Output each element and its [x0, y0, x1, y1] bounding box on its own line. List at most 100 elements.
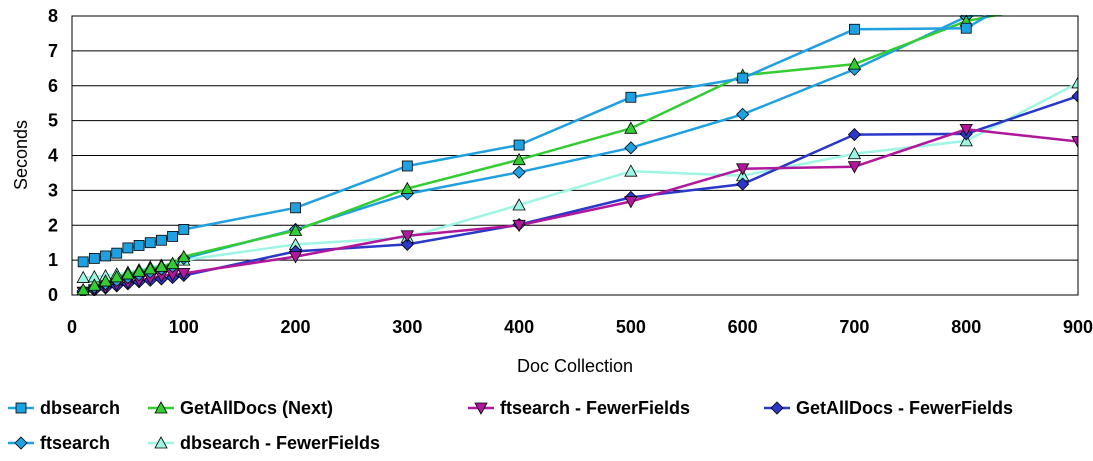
- y-tick-label: 3: [48, 180, 58, 200]
- data-point-getalldocs-next: [143, 262, 157, 275]
- legend: dbsearch GetAllDocs (Next) ftsearch - Fewe…: [8, 398, 1013, 453]
- data-point-dbsearch: [290, 202, 301, 214]
- data-point-dbsearch-fewerfields: [1071, 76, 1078, 89]
- legend-label: GetAllDocs (Next): [180, 398, 333, 418]
- data-point-ftsearch-fewerfields: [177, 267, 191, 281]
- x-axis-label: Doc Collection: [517, 356, 633, 376]
- series-line-dbsearch-fewerfields: [83, 81, 1078, 279]
- data-point-dbsearch: [625, 91, 637, 103]
- data-point-getalldocs-next: [154, 259, 169, 272]
- data-point-getalldocs-next: [512, 152, 526, 166]
- data-point-getalldocs-fewerfields: [1071, 89, 1078, 103]
- series-markers: [76, 15, 1078, 296]
- data-point-dbsearch: [849, 23, 860, 35]
- y-tick-label: 2: [48, 215, 58, 235]
- data-point-ftsearch-fewerfields: [735, 163, 750, 176]
- data-point-ftsearch-fewerfields: [512, 219, 526, 233]
- data-point-dbsearch: [513, 139, 525, 151]
- legend-label: ftsearch - FewerFields: [500, 398, 690, 418]
- data-point-ftsearch: [624, 141, 638, 155]
- y-tick-label: 4: [48, 146, 58, 166]
- data-point-dbsearch: [122, 242, 134, 254]
- x-tick-label: 400: [504, 317, 534, 337]
- data-point-dbsearch: [737, 72, 749, 84]
- x-tick-label: 300: [392, 317, 422, 337]
- legend-marker: [15, 402, 27, 414]
- series-lines: [82, 15, 1078, 294]
- legend-item-dbsearch-fewerfields: dbsearch - FewerFields: [148, 433, 380, 453]
- data-point-dbsearch: [77, 256, 89, 268]
- legend-label: ftsearch: [40, 433, 110, 453]
- data-point-dbsearch: [960, 22, 972, 34]
- data-point-dbsearch: [88, 252, 100, 264]
- data-point-ftsearch-fewerfields: [288, 251, 303, 264]
- plot-area: [71, 15, 1079, 296]
- data-point-ftsearch-fewerfields: [400, 230, 415, 243]
- data-point-getalldocs-next: [87, 278, 102, 291]
- data-point-dbsearch: [111, 247, 123, 259]
- x-tick-label: 200: [281, 317, 311, 337]
- y-tick-label: 7: [48, 41, 58, 61]
- legend-item-ftsearch-fewerfields: ftsearch - FewerFields: [468, 398, 690, 418]
- series-line-dbsearch: [82, 15, 992, 264]
- series-line-getalldocs-fewerfields: [82, 95, 1078, 294]
- legend-label: dbsearch - FewerFields: [180, 433, 380, 453]
- data-point-ftsearch-fewerfields: [1071, 136, 1078, 149]
- data-point-getalldocs-next: [98, 274, 113, 287]
- gridlines: [72, 50, 1078, 261]
- y-tick-labels: 0 1 2 3 4 5 6 7 8: [48, 6, 58, 305]
- x-tick-label: 700: [839, 317, 869, 337]
- data-point-dbsearch: [156, 234, 167, 246]
- legend-marker: [474, 402, 488, 415]
- data-point-getalldocs-next: [624, 121, 638, 134]
- legend-marker: [154, 436, 168, 449]
- data-point-dbsearch: [144, 237, 156, 249]
- legend-item-ftsearch: ftsearch: [8, 433, 110, 453]
- data-point-getalldocs-next: [110, 270, 124, 283]
- legend-label: GetAllDocs - FewerFields: [796, 398, 1013, 418]
- legend-marker: [154, 401, 168, 414]
- legend-marker: [770, 401, 784, 415]
- y-tick-label: 0: [48, 285, 58, 305]
- data-point-dbsearch: [167, 231, 179, 242]
- data-point-ftsearch-fewerfields: [847, 161, 862, 174]
- legend-item-dbsearch: dbsearch: [8, 398, 120, 418]
- data-point-ftsearch-fewerfields: [959, 123, 973, 137]
- legend-label: dbsearch: [40, 398, 120, 418]
- x-tick-label: 0: [67, 317, 77, 337]
- x-tick-label: 600: [728, 317, 758, 337]
- data-point-ftsearch: [512, 165, 526, 179]
- data-point-dbsearch-fewerfields: [76, 270, 90, 283]
- y-tick-label: 6: [48, 76, 58, 96]
- data-point-getalldocs-next: [400, 181, 415, 195]
- data-point-getalldocs-next: [121, 267, 135, 280]
- plot-frame: [71, 15, 1079, 296]
- legend-item-getalldocs-fewerfields: GetAllDocs - FewerFields: [764, 398, 1013, 418]
- data-point-getalldocs-fewerfields: [736, 177, 750, 191]
- y-tick-label: 8: [48, 6, 58, 26]
- data-point-getalldocs-next: [177, 249, 191, 263]
- y-tick-label: 1: [48, 250, 58, 270]
- x-tick-label: 900: [1063, 317, 1093, 337]
- x-tick-label: 800: [951, 317, 981, 337]
- data-point-dbsearch-fewerfields: [847, 146, 862, 160]
- legend-item-getalldocs-next: GetAllDocs (Next): [148, 398, 333, 418]
- data-point-getalldocs-fewerfields: [400, 237, 414, 251]
- data-point-getalldocs-next: [165, 256, 180, 270]
- y-axis-label: Seconds: [11, 120, 31, 190]
- data-point-getalldocs-fewerfields: [847, 128, 862, 142]
- y-tick-label: 5: [48, 111, 58, 131]
- data-point-getalldocs-next: [288, 223, 303, 236]
- data-point-dbsearch: [133, 240, 145, 251]
- x-tick-labels: 0 100 200 300 400 500 600 700 800 900: [67, 317, 1093, 337]
- x-tick-label: 100: [169, 317, 199, 337]
- data-point-dbsearch: [178, 224, 190, 235]
- x-tick-label: 500: [616, 317, 646, 337]
- data-point-dbsearch: [100, 250, 111, 262]
- data-point-getalldocs-next: [847, 57, 862, 70]
- data-point-dbsearch-fewerfields: [624, 164, 638, 177]
- data-point-ftsearch-fewerfields: [624, 196, 638, 209]
- data-point-ftsearch: [736, 107, 750, 121]
- data-point-getalldocs-next: [132, 264, 146, 277]
